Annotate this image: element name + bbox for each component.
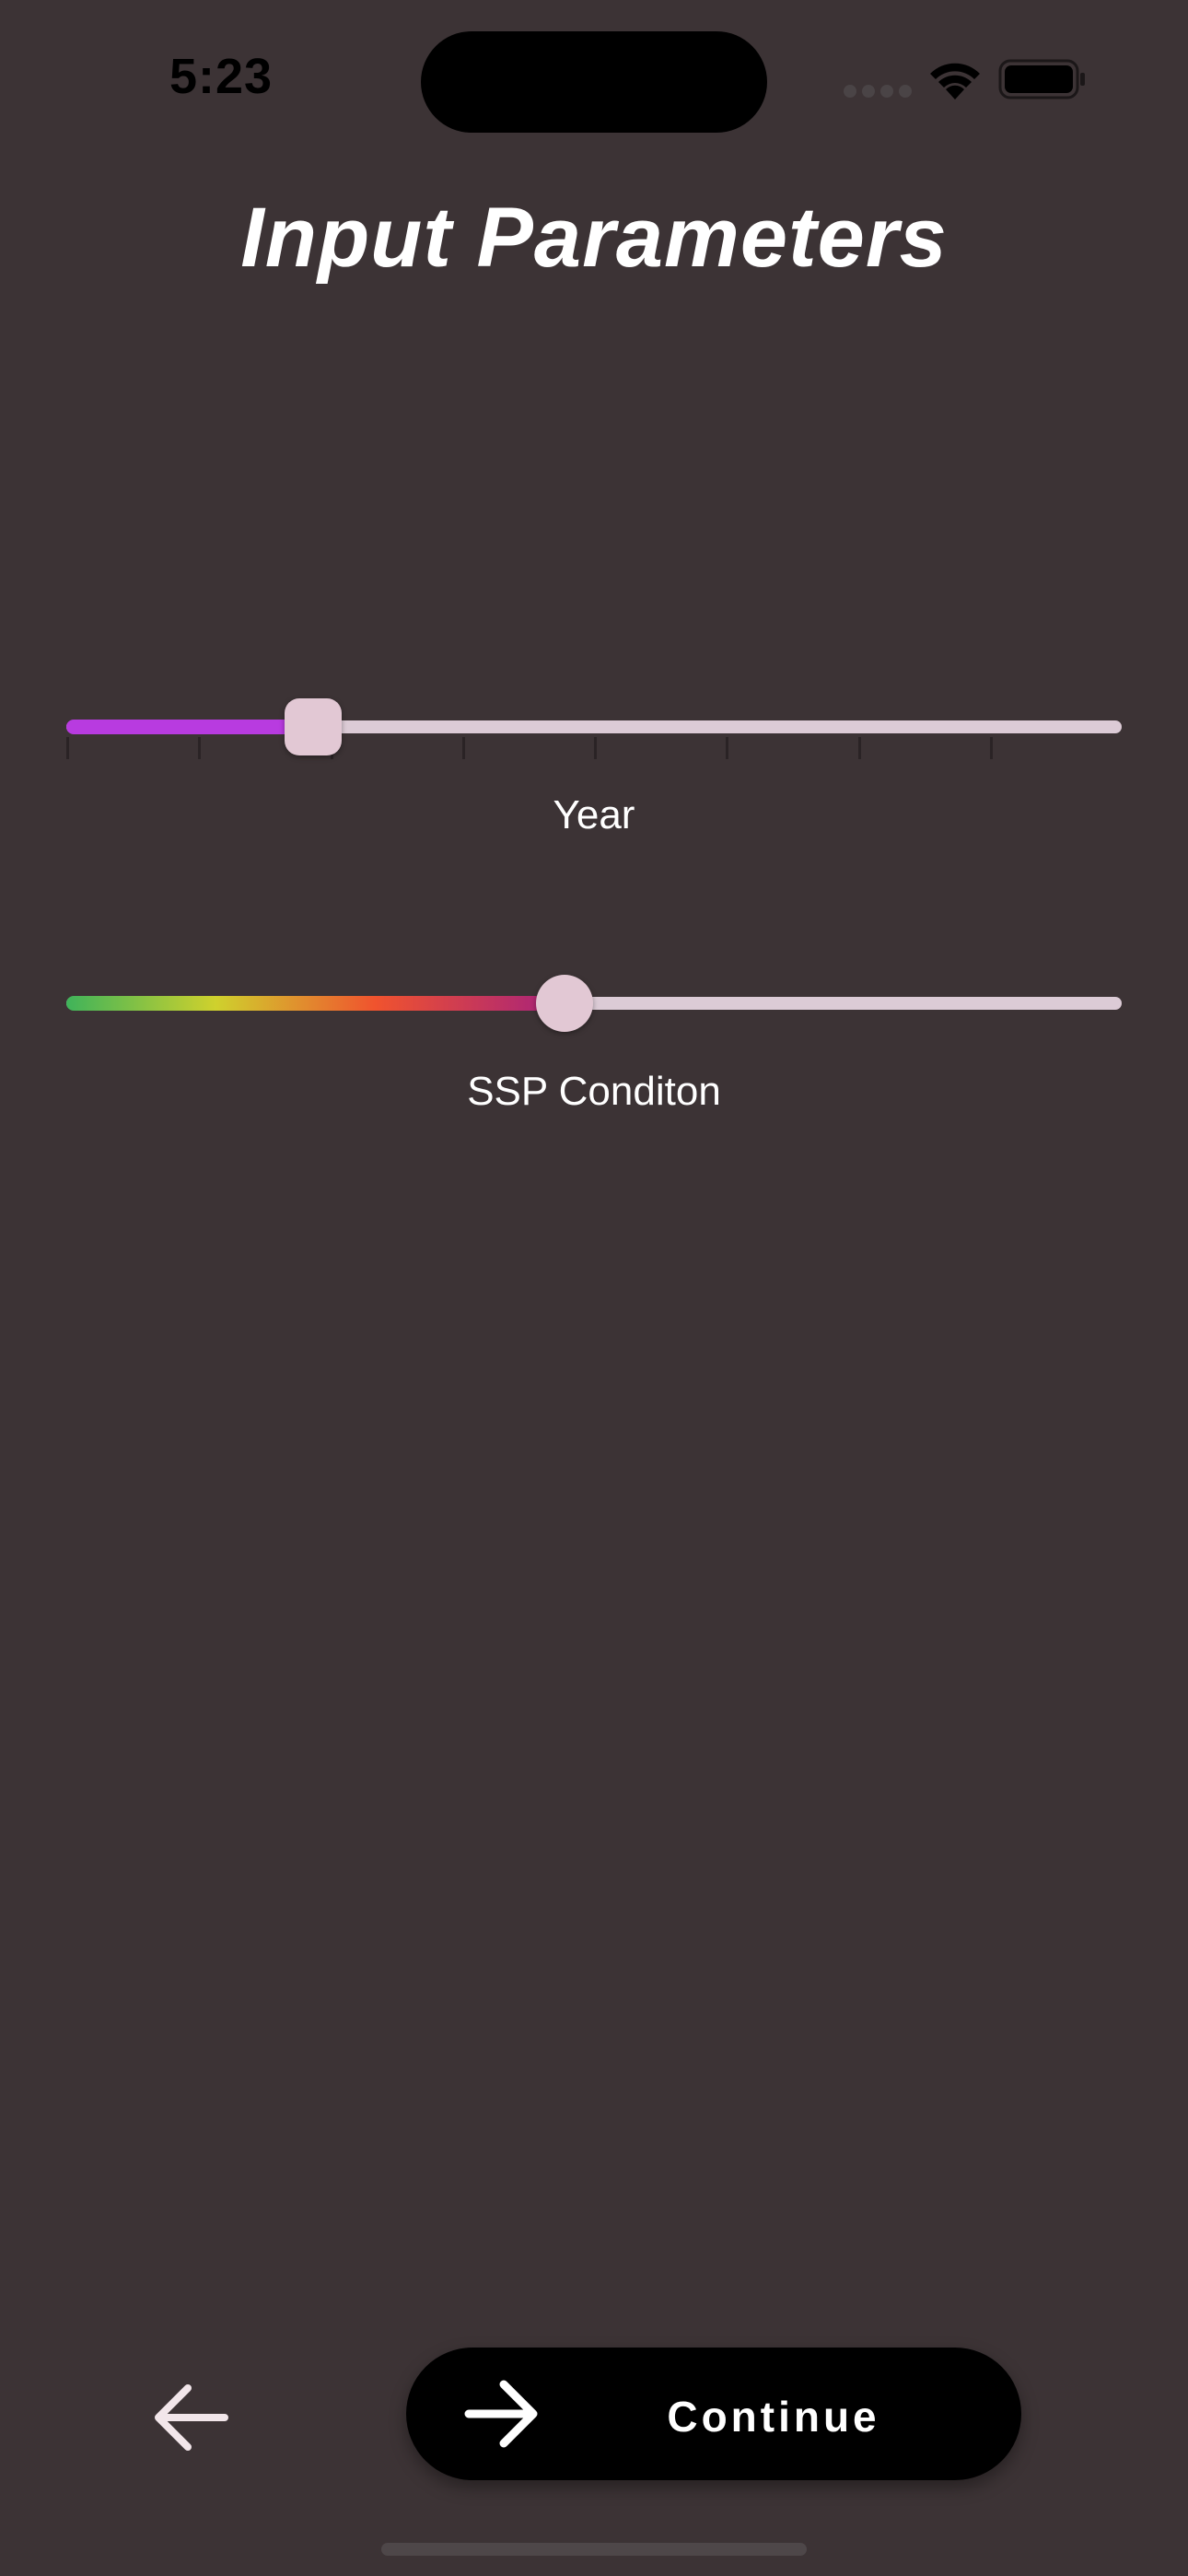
year-slider-thumb[interactable] (285, 698, 342, 755)
year-slider-fill (66, 720, 313, 734)
year-slider-tick (726, 737, 728, 759)
year-slider-tick (858, 737, 861, 759)
ssp-slider-thumb[interactable] (536, 975, 593, 1032)
year-slider-tick (66, 737, 69, 759)
year-slider-tick (594, 737, 597, 759)
year-slider[interactable] (66, 689, 1122, 763)
dynamic-island (421, 31, 767, 133)
arrow-right-icon (464, 2380, 538, 2448)
status-icons (840, 57, 1089, 103)
ssp-slider-fill (66, 996, 565, 1011)
continue-button[interactable]: Continue (406, 2348, 1021, 2480)
arrow-left-icon (155, 2384, 228, 2451)
status-time: 5:23 (169, 49, 274, 104)
back-button[interactable] (147, 2373, 236, 2462)
page-title: Input Parameters (240, 191, 948, 285)
battery-icon (998, 59, 1085, 100)
year-slider-tick (990, 737, 993, 759)
ssp-condition-slider[interactable] (66, 966, 1122, 1039)
ssp-slider-label: SSP Conditon (467, 1069, 721, 1114)
wifi-icon (930, 63, 980, 100)
year-slider-tick (198, 737, 201, 759)
continue-label: Continue (667, 2393, 880, 2441)
year-slider-tick (462, 737, 465, 759)
cellular-signal-icon (844, 85, 917, 98)
year-slider-label: Year (553, 792, 635, 837)
home-indicator (381, 2543, 807, 2556)
